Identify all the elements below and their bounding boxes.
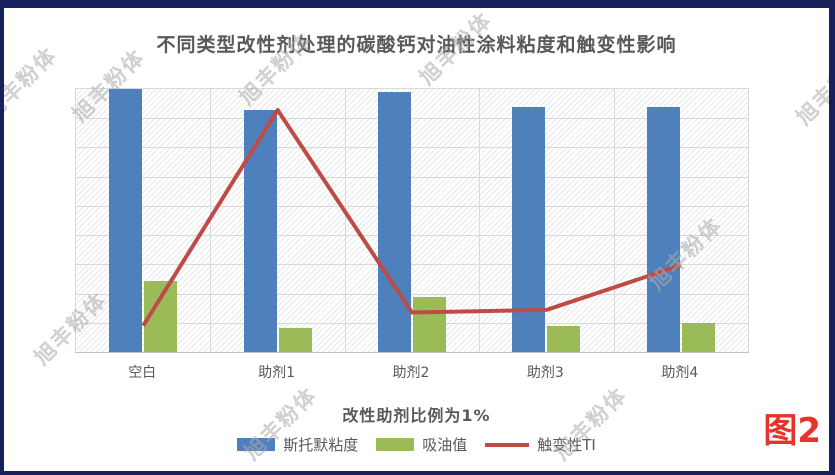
chart-title: 不同类型改性剂处理的碳酸钙对油性涂料粘度和触变性影响 [156, 34, 677, 56]
stormer-viscosity-bar [646, 107, 680, 352]
legend: 斯托默粘度 吸油值 触变性TI [4, 434, 829, 455]
stormer-viscosity-bar [378, 91, 411, 352]
horizontal-gridline [76, 118, 748, 120]
stormer-viscosity-legend-swatch [237, 438, 276, 451]
legend-label: 斯托默粘度 [283, 436, 359, 454]
horizontal-gridline [76, 235, 748, 237]
vertical-gridline [479, 89, 481, 352]
horizontal-gridline [76, 147, 748, 149]
horizontal-gridline [76, 264, 748, 266]
thixotropy-ti-line [141, 108, 682, 327]
legend-label: 吸油值 [422, 436, 468, 454]
thixotropy-ti-legend-swatch [485, 442, 530, 447]
oil-absorption-bar [413, 296, 446, 352]
oil-absorption-bar [681, 323, 715, 352]
stormer-viscosity-bar [243, 110, 277, 352]
vertical-gridline [613, 89, 615, 352]
horizontal-gridline [76, 205, 748, 207]
x-axis-label: 助剂3 [526, 365, 564, 381]
horizontal-gridline [76, 322, 748, 324]
oil-absorption-bar [278, 328, 312, 352]
x-axis-label: 助剂4 [661, 365, 699, 381]
legend-label: 触变性TI [537, 436, 596, 454]
watermark-text: 旭丰粉体 [791, 47, 835, 130]
oil-absorption-bar [547, 325, 581, 352]
x-axis-label: 助剂2 [392, 365, 430, 381]
legend-item-stormer-viscosity: 斯托默粘度 [237, 434, 358, 455]
x-axis-label: 助剂1 [258, 365, 296, 381]
x-axis-labels: 空白 助剂1 助剂2 助剂3 助剂4 [4, 362, 829, 384]
horizontal-gridline [76, 293, 748, 295]
legend-item-oil-absorption: 吸油值 [376, 434, 467, 455]
horizontal-gridline [76, 176, 748, 178]
oil-absorption-legend-swatch [376, 438, 415, 451]
x-axis-title: 改性助剂比例为1% [342, 406, 491, 425]
legend-item-thixotropy-ti: 触变性TI [485, 434, 596, 455]
stormer-viscosity-bar [109, 89, 143, 352]
vertical-gridline [344, 89, 346, 352]
figure-number-label: 图2 [763, 411, 821, 451]
x-axis-label: 空白 [128, 365, 157, 381]
plot-area [75, 88, 749, 353]
